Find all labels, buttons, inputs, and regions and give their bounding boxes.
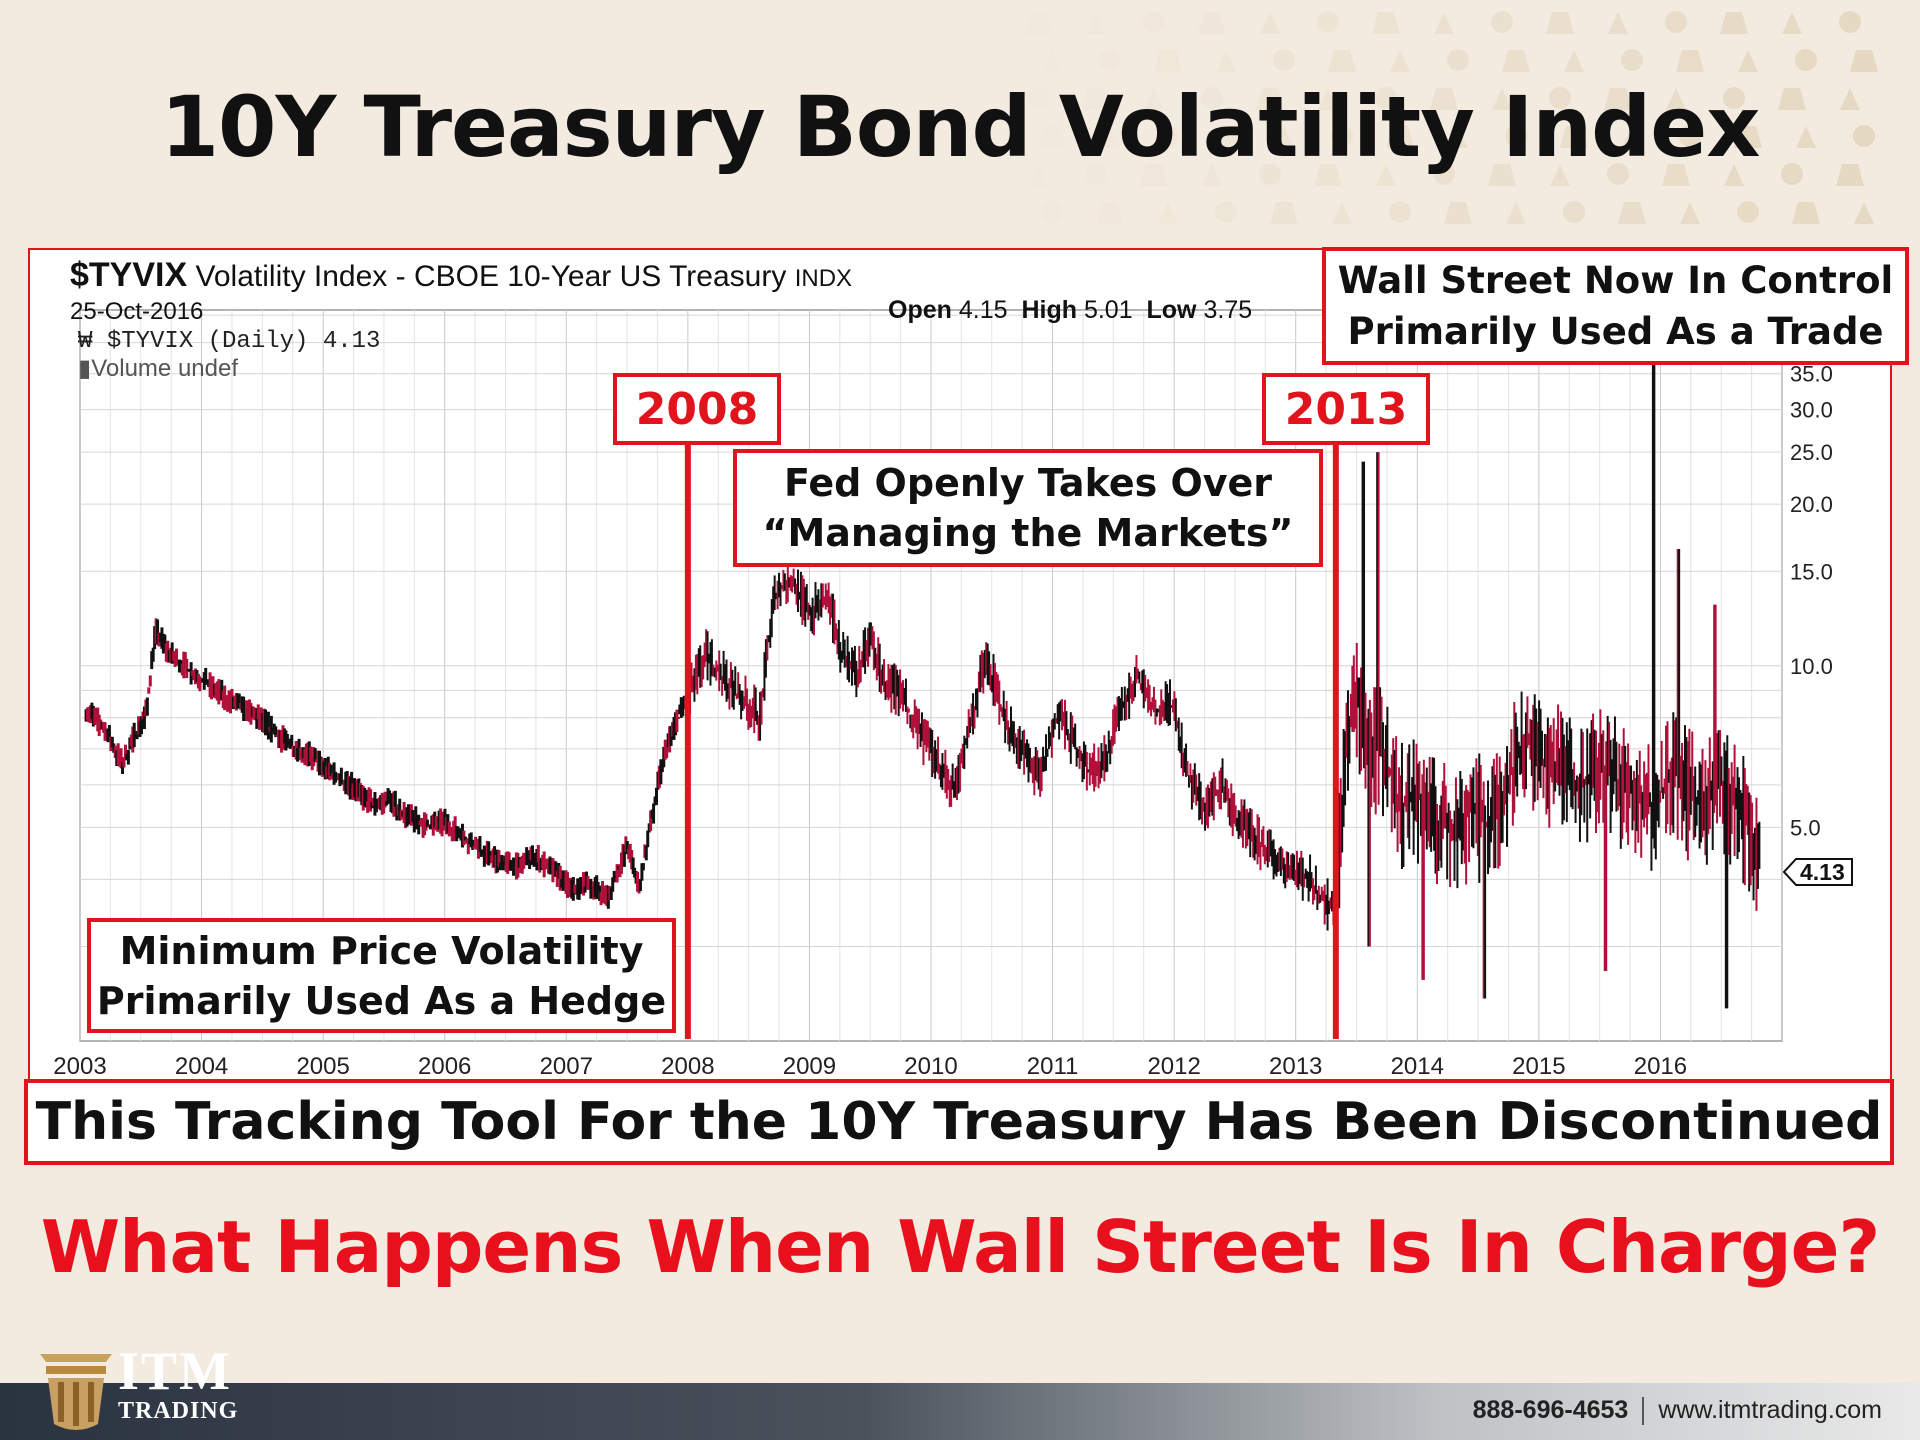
contact-info: 888-696-4653 www.itmtrading.com [1472, 1396, 1882, 1426]
x-tick-label: 2013 [1269, 1053, 1322, 1080]
y-tick-label: 25.0 [1790, 440, 1833, 465]
itm-logo-text: ITM TRADING [118, 1341, 239, 1424]
discontinued-banner: This Tracking Tool For the 10Y Treasury … [24, 1079, 1894, 1165]
low-label: Low [1146, 296, 1197, 324]
x-tick-label: 2016 [1634, 1053, 1687, 1080]
website-link[interactable]: www.itmtrading.com [1658, 1396, 1882, 1424]
high-value: 5.01 [1083, 296, 1133, 324]
background-pattern [1038, 11, 1878, 224]
volume-bars-icon: ▮ [78, 355, 92, 382]
y-tick-label: 15.0 [1790, 559, 1833, 584]
x-tick-label: 2007 [540, 1053, 593, 1080]
callout-year-2013: 2013 [1262, 373, 1430, 445]
ohlc-readout: Open 4.15 High 5.01 Low 3.75 [888, 296, 1252, 325]
x-tick-label: 2010 [904, 1053, 957, 1080]
y-tick-label: 20.0 [1790, 492, 1833, 517]
chart-symbol: $TYVIX [70, 256, 188, 294]
callout-wall-street: Wall Street Now In Control Primarily Use… [1322, 247, 1909, 365]
x-tick-label: 2003 [53, 1053, 106, 1080]
chart-legend: ₩ $TYVIX (Daily) 4.13 ▮Volume undef [78, 328, 380, 382]
open-value: 4.15 [958, 296, 1008, 324]
last-value-label: 4.13 [1800, 859, 1845, 885]
y-tick-label: 30.0 [1790, 398, 1833, 423]
x-tick-label: 2004 [175, 1053, 228, 1080]
x-tick-label: 2006 [418, 1053, 471, 1080]
y-tick-label: 5.0 [1790, 815, 1821, 840]
slide-title: 10Y Treasury Bond Volatility Index [160, 78, 1761, 176]
x-tick-label: 2011 [1027, 1053, 1079, 1080]
legend-volume: ▮Volume undef [78, 355, 238, 382]
last-value-tag [1782, 857, 1853, 886]
legend-series: ₩ $TYVIX (Daily) 4.13 [78, 328, 381, 355]
x-tick-label: 2015 [1512, 1053, 1565, 1080]
callout-year-2008: 2008 [613, 373, 781, 445]
callout-fed-takeover: Fed Openly Takes Over “Managing the Mark… [733, 449, 1323, 567]
itm-pillar-logo-icon [40, 1354, 112, 1430]
x-tick-label: 2014 [1391, 1053, 1444, 1080]
chart-symbol-line: $TYVIX Volatility Index - CBOE 10-Year U… [70, 256, 852, 295]
y-tick-label: 10.0 [1790, 654, 1833, 679]
candle-icon: ₩ [78, 328, 93, 355]
price-series [84, 310, 1761, 1009]
chart-description: Volatility Index - CBOE 10-Year US Treas… [195, 260, 787, 293]
callout-minimum-volatility: Minimum Price Volatility Primarily Used … [87, 918, 676, 1033]
footer-bar [0, 1383, 1920, 1440]
chart-date: 25-Oct-2016 [70, 298, 204, 325]
x-tick-label: 2008 [661, 1053, 714, 1080]
y-tick-label: 35.0 [1790, 362, 1833, 387]
chart-exchange: INDX [794, 265, 853, 292]
x-tick-label: 2005 [296, 1053, 349, 1080]
divider [1642, 1397, 1645, 1426]
slide-question: What Happens When Wall Street Is In Char… [40, 1205, 1880, 1289]
open-label: Open [888, 296, 952, 324]
x-tick-label: 2012 [1147, 1053, 1200, 1080]
low-value: 3.75 [1203, 296, 1253, 324]
x-tick-label: 2009 [783, 1053, 836, 1080]
phone-number: 888-696-4653 [1472, 1396, 1629, 1424]
high-label: High [1021, 296, 1077, 324]
